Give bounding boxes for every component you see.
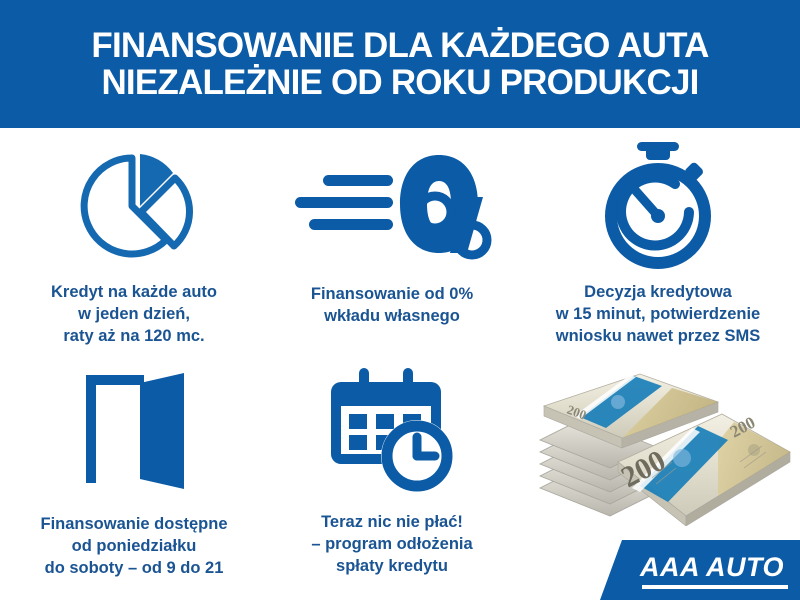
caption-line: do soboty – od 9 do 21 bbox=[44, 558, 224, 577]
pie-chart-icon bbox=[70, 142, 198, 270]
feature-item-opening-hours: Finansowanie dostępne od poniedziałku do… bbox=[0, 360, 268, 600]
caption-line: Decyzja kredytowa bbox=[584, 283, 732, 301]
caption-line: w 15 minut, potwierdzenie bbox=[555, 304, 761, 323]
caption-line: w jeden dzień, bbox=[78, 304, 190, 323]
feature-caption: Decyzja kredytowa w 15 minut, potwierdze… bbox=[556, 282, 760, 347]
headline-line-2: NIEZALEŻNIE OD ROKU PRODUKCJI bbox=[101, 63, 699, 102]
feature-item-fast-decision: Decyzja kredytowa w 15 minut, potwierdze… bbox=[516, 128, 800, 360]
feature-item-zero-down-payment: Finansowanie od 0% wkładu własnego bbox=[268, 128, 516, 360]
banknote-stacks-image: 200 200 200 bbox=[522, 366, 798, 527]
caption-line: Teraz nic nie płać! bbox=[321, 513, 463, 531]
feature-caption: Kredyt na każde auto w jeden dzień, raty… bbox=[51, 282, 217, 347]
caption-line: wkładu własnego bbox=[324, 306, 460, 325]
logo-background bbox=[600, 540, 800, 600]
caption-line: Finansowanie dostępne bbox=[40, 515, 228, 533]
aaa-auto-logo[interactable]: AAA AUTO bbox=[600, 540, 800, 600]
calendar-clock-icon bbox=[329, 366, 455, 492]
feature-item-deferred-payment: Teraz nic nie płać! – program odłożenia … bbox=[268, 360, 516, 600]
caption-line: raty aż na 120 mc. bbox=[63, 326, 205, 345]
zero-percent-icon bbox=[287, 150, 497, 268]
feature-grid: Kredyt na każde auto w jeden dzień, raty… bbox=[0, 128, 800, 600]
caption-line: od poniedziałku bbox=[71, 536, 197, 555]
banner-header: FINANSOWANIE DLA KAŻDEGO AUTA NIEZALEŻNI… bbox=[0, 0, 800, 128]
feature-item-credit-any-car: Kredyt na każde auto w jeden dzień, raty… bbox=[0, 128, 268, 360]
caption-line: wniosku nawet przez SMS bbox=[555, 326, 761, 345]
caption-line: – program odłożenia bbox=[311, 534, 473, 553]
logo-wordmark: AAA AUTO bbox=[640, 552, 784, 582]
feature-caption: Finansowanie od 0% wkładu własnego bbox=[311, 284, 473, 328]
caption-line: Kredyt na każde auto bbox=[51, 283, 217, 301]
logo-underline bbox=[642, 585, 788, 589]
feature-caption: Teraz nic nie płać! – program odłożenia … bbox=[311, 512, 472, 577]
caption-line: spłaty kredytu bbox=[336, 556, 448, 575]
caption-line: Finansowanie od 0% bbox=[310, 285, 474, 303]
headline-line-1: FINANSOWANIE DLA KAŻDEGO AUTA bbox=[91, 25, 709, 65]
feature-caption: Finansowanie dostępne od poniedziałku do… bbox=[40, 514, 227, 579]
svg-text:200: 200 bbox=[565, 402, 588, 423]
open-door-icon bbox=[72, 370, 196, 492]
stopwatch-icon bbox=[593, 140, 723, 270]
